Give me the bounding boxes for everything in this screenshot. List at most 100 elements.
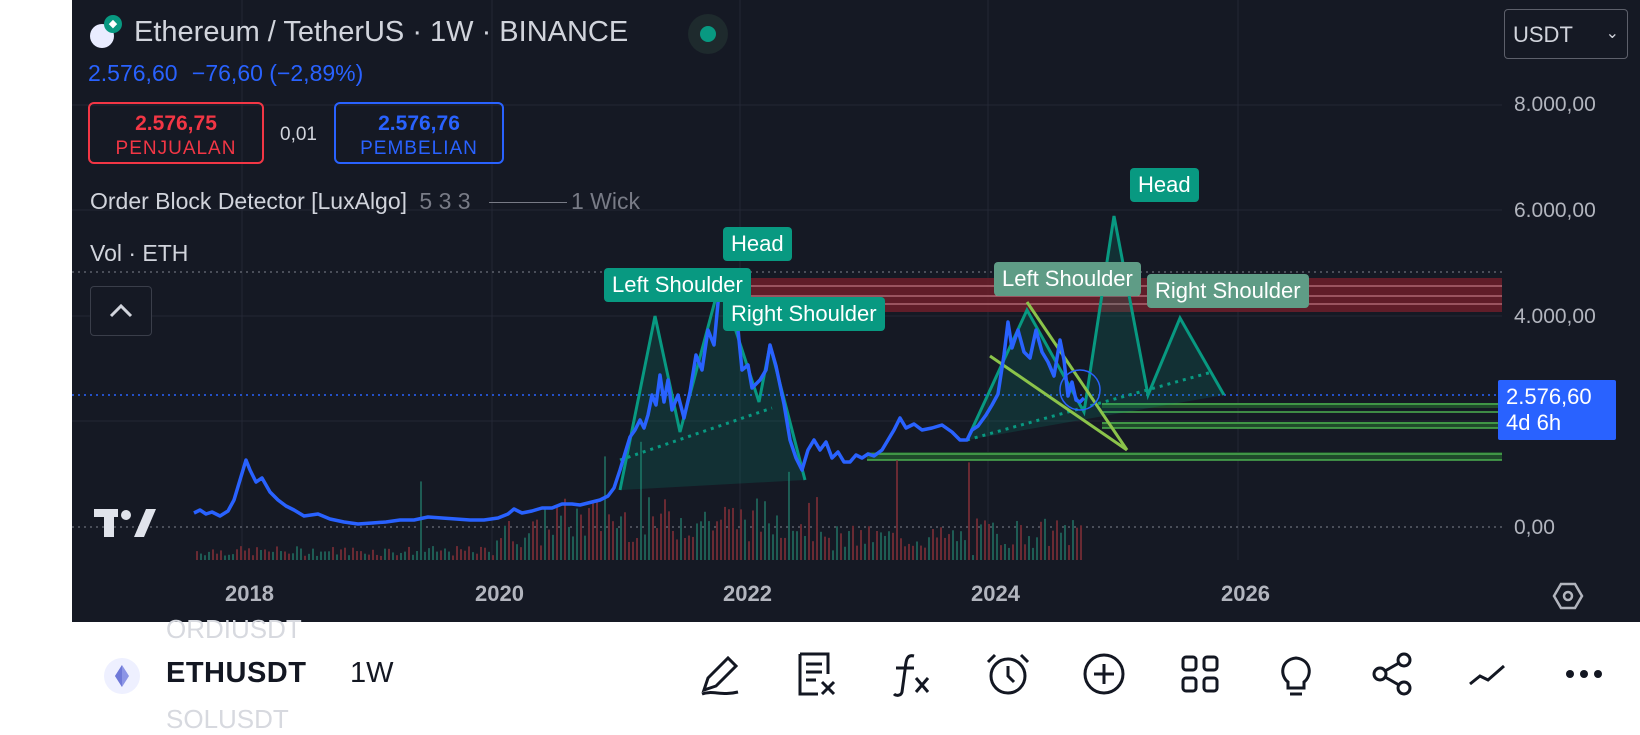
volume-bar [680,518,682,560]
volume-bar [440,550,442,560]
volume-bar [624,512,626,560]
volume-bar [292,553,294,560]
volume-bar [504,525,506,560]
volume-bar [748,541,750,560]
share-icon[interactable] [1364,646,1420,702]
volume-bar [768,523,770,560]
add-circle-icon[interactable] [1076,646,1132,702]
indicator-wick: 1 Wick [570,188,640,214]
volume-bar [1020,525,1022,560]
sell-button[interactable]: 2.576,75 PENJUALAN [88,102,264,164]
volume-bar [312,548,314,560]
volume-bar [984,520,986,560]
price-change-line: 2.576,60 −76,60 (−2,89%) [88,60,363,87]
chart-type-line-icon[interactable] [1460,646,1516,702]
volume-bar [896,460,898,560]
volume-bar [664,499,666,560]
symbol-selector[interactable]: ETHUSDT [166,657,307,689]
alert-clock-icon[interactable] [980,646,1036,702]
volume-bar [828,537,830,560]
volume-bar [856,545,858,560]
indicator-legend-orderblock[interactable]: Order Block Detector [LuxAlgo] 5 3 3 1 W… [90,188,640,215]
volume-bar [1048,545,1050,560]
volume-bar [732,507,734,560]
volume-bar [372,549,374,560]
volume-bar [652,516,654,560]
volume-bar [1024,544,1026,560]
buy-price: 2.576,76 [378,112,460,135]
volume-bar [532,521,534,560]
volume-bar [948,534,950,560]
pattern-label-head: Head [1130,168,1199,202]
volume-bar [992,522,994,560]
volume-bar [1036,537,1038,560]
indicator-legend-volume[interactable]: Vol · ETH [90,240,189,266]
eth-symbol-icon [104,658,140,694]
volume-bar [588,508,590,560]
volume-bar [508,520,510,560]
volume-bar [1000,545,1002,560]
volume-bar [980,524,982,560]
y-axis-label: 4.000,00 [1514,305,1596,328]
layouts-grid-icon[interactable] [1172,646,1228,702]
draw-pencil-icon[interactable] [692,646,748,702]
volume-bar [236,549,238,560]
watchlist-remove-icon[interactable] [788,646,844,702]
watchlist-item-ghost[interactable]: ORDIUSDT [166,614,302,644]
volume-bar [268,551,270,560]
volume-bar [288,553,290,560]
volume-bar [672,530,674,560]
indicators-fx-icon[interactable] [884,646,940,702]
volume-bar [900,538,902,560]
volume-bar [956,541,958,560]
indicator-line-sample [488,202,567,204]
currency-select[interactable]: USDT ⌄ [1504,9,1628,59]
price-tag-value: 2.576,60 [1506,384,1592,409]
volume-bar [872,542,874,560]
volume-bar [1004,543,1006,560]
volume-bar [844,546,846,560]
volume-bar [808,502,810,560]
volume-bar [592,503,594,560]
sell-price: 2.576,75 [135,112,217,135]
volume-bar [512,541,514,560]
current-price-tag: 2.576,60 4d 6h [1498,380,1616,440]
chart-panel[interactable]: ◆ Ethereum / TetherUS · 1W · BINANCE 2.5… [72,0,1640,622]
volume-bar [368,554,370,560]
volume-bar [308,553,310,560]
volume-bar [220,550,222,560]
volume-bar [272,551,274,560]
volume-bar [708,521,710,560]
volume-bar [960,531,962,560]
ideas-bulb-icon[interactable] [1268,646,1324,702]
volume-bar [804,535,806,560]
volume-bar [904,546,906,560]
volume-bar [200,553,202,560]
volume-bar [836,526,838,560]
market-open-dot-icon [700,26,716,42]
volume-bar [388,548,390,560]
market-status[interactable] [688,14,728,54]
volume-bar [688,535,690,560]
volume-bar [684,537,686,560]
volume-bar [540,545,542,560]
interval-selector[interactable]: 1W [350,657,394,689]
volume-bar [480,546,482,560]
volume-bar [756,498,758,560]
volume-bar [228,554,230,560]
buy-label: PEMBELIAN [360,138,478,159]
volume-bar [1012,544,1014,560]
buy-button[interactable]: 2.576,76 PEMBELIAN [334,102,504,164]
collapse-legend-button[interactable] [90,286,152,336]
volume-bar [560,515,562,560]
chart-settings-icon[interactable] [1552,580,1584,612]
volume-bar [344,547,346,560]
volume-bar [792,530,794,560]
volume-bar [432,546,434,560]
more-dots-icon[interactable] [1556,646,1612,702]
x-axis-label: 2020 [475,581,524,606]
symbol-title[interactable]: Ethereum / TetherUS · 1W · BINANCE [134,16,629,48]
volume-bar [820,531,822,560]
tradingview-logo[interactable] [94,506,158,548]
volume-bar [932,528,934,560]
